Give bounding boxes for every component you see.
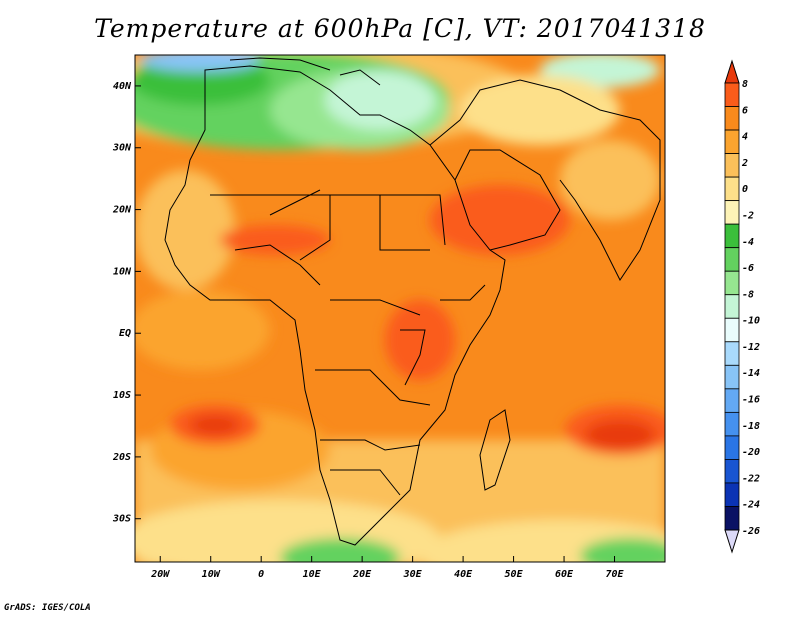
colorbar-level-label: -14: [742, 368, 760, 379]
colorbar-level-label: -20: [742, 447, 760, 458]
coastlines: [164, 57, 661, 546]
colorbar-swatch: [724, 341, 740, 366]
colorbar-swatch: [724, 270, 740, 296]
lon-tick-label: 50E: [505, 569, 524, 580]
lat-tick-label: 20S: [112, 452, 131, 463]
colorbar-swatch: [724, 176, 740, 202]
colorbar-top-arrow: [724, 59, 740, 84]
colorbar-swatch: [724, 129, 740, 154]
inner-ticks: [135, 85, 616, 562]
lat-tick-label: 30S: [112, 514, 131, 525]
colorbar-swatch: [724, 364, 740, 390]
colorbar-swatch: [724, 247, 740, 272]
colorbar-bottom-arrow: [724, 529, 740, 554]
colorbar-swatch: [724, 153, 740, 178]
colorbar-swatch: [724, 200, 740, 225]
colorbar-level-label: -22: [742, 473, 760, 484]
colorbar-level-label: -24: [742, 500, 760, 511]
colorbar-swatch: [724, 388, 740, 413]
temperature-field: [135, 55, 665, 562]
longitude-labels: 20W 10W 0 10E 20E 30E 40E 50E 60E 70E: [150, 569, 624, 580]
colorbar-swatch: [724, 482, 740, 507]
lat-tick-label: 10N: [113, 266, 132, 277]
colorbar-swatch: [724, 223, 740, 249]
colorbar-swatch: [724, 435, 740, 460]
colorbar-level-label: -16: [742, 395, 760, 406]
lon-tick-label: 20W: [150, 569, 170, 580]
lat-tick-label: EQ: [119, 328, 131, 339]
colorbar-level-label: 0: [742, 184, 748, 195]
colorbar-level-label: -12: [742, 342, 760, 353]
lon-tick-label: 30E: [403, 569, 423, 580]
colorbar-level-label: -18: [742, 421, 760, 432]
plot-frame: [134, 54, 666, 563]
colorbar-swatch: [724, 459, 740, 484]
lon-tick-label: 10E: [303, 569, 322, 580]
colorbar-swatch: [724, 82, 740, 107]
colorbar-swatch: [724, 317, 740, 343]
lat-tick-label: 10S: [113, 390, 131, 401]
lon-tick-label: 40E: [454, 569, 473, 580]
latitude-labels: 40N 30N 20N 10N EQ 10S 20S 30S: [112, 81, 132, 525]
chart-title: Temperature at 600hPa [C], VT: 201704131…: [94, 14, 706, 43]
colorbar-level-label: 8: [742, 79, 748, 90]
lon-tick-label: 0: [258, 569, 264, 580]
lat-tick-label: 20N: [112, 205, 132, 216]
colorbar-level-label: -26: [742, 526, 760, 537]
colorbar: 8 6 4 2 0 -2 -4 -6 -8 -10 -12 -14 -16 -18 -20 -22 -24 -26: [724, 59, 760, 554]
colorbar-swatch: [724, 294, 740, 319]
lon-tick-label: 10W: [202, 569, 221, 580]
colorbar-level-label: 4: [742, 132, 748, 143]
lon-tick-label: 70E: [605, 569, 624, 580]
lat-tick-label: 40N: [113, 81, 132, 92]
lat-tick-label: 30N: [112, 143, 132, 154]
colorbar-level-label: 6: [742, 105, 748, 116]
colorbar-swatch: [724, 411, 740, 437]
colorbar-level-label: -10: [742, 316, 760, 327]
colorbar-level-label: -4: [742, 237, 754, 248]
lon-tick-label: 20E: [352, 569, 372, 580]
lon-tick-label: 60E: [555, 569, 574, 580]
colorbar-level-label: -2: [742, 210, 754, 221]
colorbar-swatch: [724, 106, 740, 131]
colorbar-level-label: -6: [742, 263, 754, 274]
colorbar-level-label: 2: [741, 158, 748, 169]
colorbar-swatch: [724, 506, 740, 531]
colorbar-level-label: -8: [742, 289, 754, 300]
credit-text: GrADS: IGES/COLA: [4, 603, 91, 613]
